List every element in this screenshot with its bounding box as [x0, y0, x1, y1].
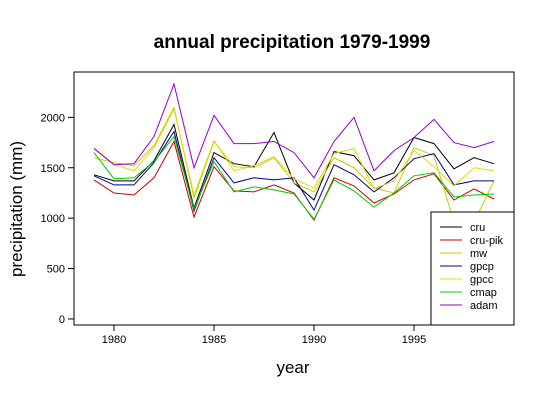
y-tick-label: 500	[47, 264, 65, 276]
legend-label-adam: adam	[470, 300, 498, 312]
y-tick-label: 0	[59, 314, 65, 326]
y-tick-label: 1000	[41, 213, 65, 225]
legend-label-cru: cru	[470, 222, 485, 234]
x-tick-label: 1995	[402, 334, 426, 346]
plot-frame	[73, 71, 515, 326]
legend-box	[430, 211, 515, 326]
series-line-gpcp	[93, 130, 494, 213]
legend-label-gpcp: gpcp	[470, 261, 494, 273]
series-line-cmap	[93, 135, 495, 221]
legend-label-cru-pik: cru-pik	[470, 235, 504, 247]
y-tick-label: 2000	[41, 112, 65, 124]
x-tick-label: 1985	[202, 334, 226, 346]
series-line-mw	[93, 105, 495, 223]
series-line-cru-pik	[93, 140, 495, 222]
y-tick-label: 1500	[41, 163, 65, 175]
x-tick-label: 1990	[302, 334, 326, 346]
series-line-gpcc	[93, 107, 495, 197]
y-axis-label: precipitation (mm)	[7, 141, 26, 277]
legend-label-cmap: cmap	[470, 287, 497, 299]
series-line-adam	[93, 82, 495, 179]
legend-label-mw: mw	[470, 248, 487, 260]
y-axis: 0 500 1000 1500 2000	[41, 112, 74, 326]
chart-title: annual precipitation 1979-1999	[154, 32, 431, 53]
x-tick-label: 1980	[102, 334, 126, 346]
legend-label-gpcc: gpcc	[470, 274, 494, 286]
x-axis-label: year	[276, 358, 309, 377]
x-axis: 1980 1985 1990 1995	[102, 325, 426, 346]
series-lines	[93, 82, 495, 223]
